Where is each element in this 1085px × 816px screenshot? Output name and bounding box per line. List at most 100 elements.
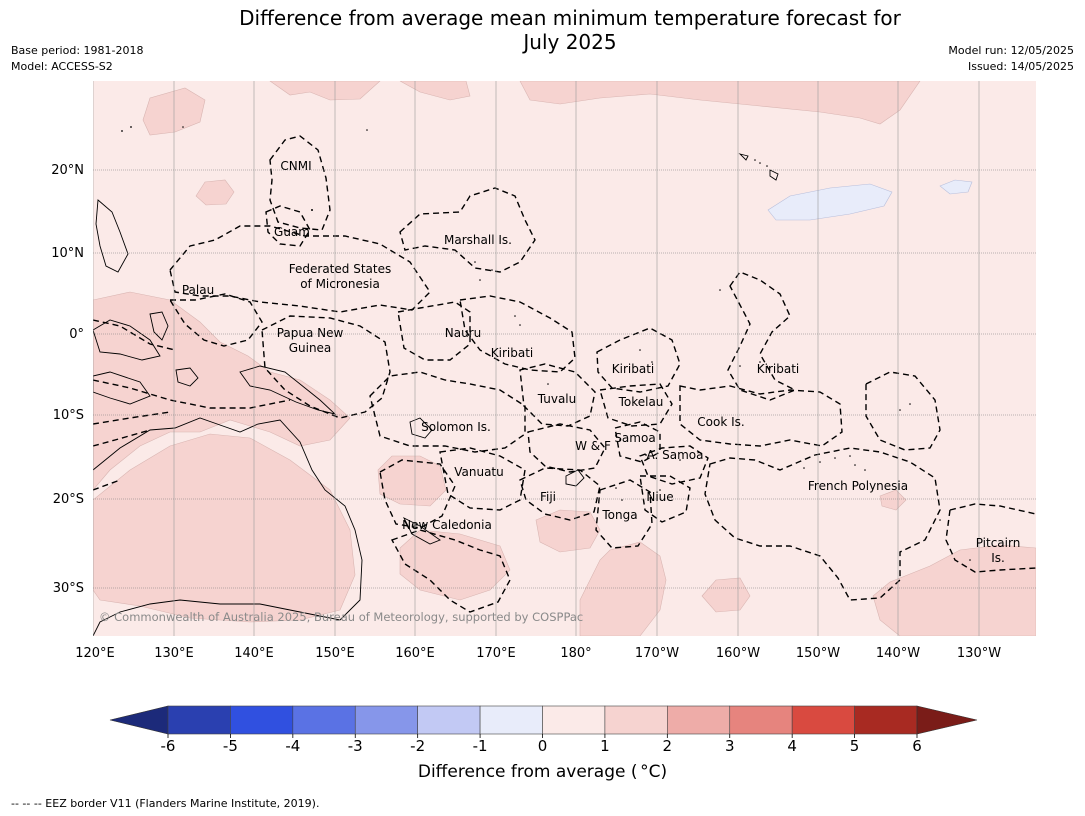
eez-border — [527, 423, 606, 473]
eez-border — [595, 479, 653, 549]
place-label: Samoa — [614, 431, 655, 445]
lon-label: 140°W — [876, 646, 920, 661]
colorbar-title-text: Difference from average ( — [417, 762, 638, 782]
lat-label: 20°S — [53, 492, 84, 507]
lat-label: 10°N — [51, 246, 84, 261]
lon-label: 160°W — [716, 646, 760, 661]
eez-border — [269, 135, 331, 231]
coastline — [95, 199, 129, 273]
anomaly-1-2-regions — [93, 81, 1036, 636]
lat-label: 20°N — [51, 163, 84, 178]
place-label: Tokelau — [618, 395, 664, 409]
place-label: Vanuatu — [454, 465, 504, 479]
eez-footnote: -- -- -- EEZ border V11 (Flanders Marine… — [11, 797, 320, 810]
eez-border — [169, 225, 431, 313]
place-label: Palau — [182, 283, 214, 297]
colorbar-tick-label: -1 — [473, 737, 488, 755]
colorbar-tick-label: 2 — [663, 737, 673, 755]
model-name: Model: ACCESS-S2 — [11, 60, 113, 73]
eez-border — [599, 383, 673, 427]
colorbar-segment — [542, 705, 606, 735]
issued-date: Issued: 14/05/2025 — [967, 60, 1074, 73]
coastline — [149, 311, 169, 341]
anomaly-patch — [269, 81, 381, 101]
lat-label: 30°S — [53, 581, 84, 596]
place-label: Tonga — [601, 508, 637, 522]
eez-border — [399, 187, 536, 273]
lon-label: 170°W — [635, 646, 679, 661]
eez-border — [439, 447, 526, 511]
colorbar-segment — [292, 705, 356, 735]
eez-border — [369, 371, 526, 453]
colorbar-segment — [417, 705, 481, 735]
place-label: W & F — [575, 439, 611, 453]
graticule — [93, 81, 1036, 636]
colorbar-tick-label: 4 — [787, 737, 797, 755]
anomaly-patch — [519, 81, 921, 125]
eez-border — [379, 459, 456, 529]
anomaly-patch — [872, 544, 1036, 636]
colorbar-segment — [604, 705, 668, 735]
anomaly-patch — [399, 81, 471, 101]
longitude-labels: 120°E 130°E 140°E 150°E 160°E 170°E 180° 170°W 1… — [75, 646, 1001, 661]
lon-label: 140°E — [234, 646, 274, 661]
colorbar-segment — [854, 705, 918, 735]
title-line-2: July 2025 — [523, 30, 617, 54]
coastline — [93, 319, 161, 361]
colorbar-segment — [479, 705, 543, 735]
place-label: Kiribati — [757, 362, 799, 376]
islands — [121, 126, 971, 561]
place-label: French Polynesia — [808, 479, 908, 493]
colorbar-segment — [791, 705, 855, 735]
lon-label: 150°E — [315, 646, 355, 661]
place-label: Niue — [646, 490, 673, 504]
colorbar-tick-label: 3 — [725, 737, 735, 755]
anomaly-patch — [579, 541, 667, 636]
place-label: of Micronesia — [300, 277, 380, 291]
lon-label: 150°W — [796, 646, 840, 661]
model-info: Base period: 1981-2018 Model: ACCESS-S2 — [11, 43, 143, 75]
colorbar-extend-low — [109, 705, 169, 735]
colorbar: -6 -5 -4 -3 -2 -1 0 1 2 3 4 5 6 — [109, 705, 978, 755]
colorbar-tick-label: 1 — [600, 737, 610, 755]
place-label: Is. — [991, 551, 1005, 565]
lat-label: 0° — [69, 327, 84, 342]
place-label: Marshall Is. — [444, 233, 512, 247]
model-run: Model run: 12/05/2025 — [948, 44, 1074, 57]
place-label: Kiribati — [612, 362, 654, 376]
lon-label: 180° — [560, 646, 591, 661]
eez-border — [519, 467, 601, 521]
place-label: Guinea — [289, 341, 332, 355]
colorbar-tick-label: -3 — [348, 737, 363, 755]
title-line-1: Difference from average mean minimum tem… — [239, 6, 901, 30]
eez-border — [679, 385, 843, 447]
eez-border — [865, 371, 941, 451]
colorbar-title: Difference from average ( °C) — [0, 762, 1085, 782]
place-label: Pitcairn — [976, 536, 1021, 550]
anomaly-patch — [93, 291, 351, 491]
colorbar-tick-label: -5 — [223, 737, 238, 755]
place-label: Papua New — [277, 326, 344, 340]
anomaly-patch — [939, 179, 973, 195]
anomaly-patch — [535, 509, 601, 553]
run-info: Model run: 12/05/2025 Issued: 14/05/2025 — [948, 43, 1074, 75]
colorbar-segment — [729, 705, 793, 735]
place-label: Kiribati — [491, 346, 533, 360]
anomaly-patch — [879, 489, 907, 511]
colorbar-tick-label: -4 — [285, 737, 300, 755]
eez-border — [945, 503, 1036, 573]
lon-label: 170°E — [476, 646, 516, 661]
anomaly-patch — [377, 455, 447, 507]
place-label: Federated States — [289, 262, 391, 276]
anomaly-neg-regions — [767, 179, 973, 221]
anomaly-patch — [195, 179, 235, 206]
latitude-labels: 20°N 10°N 0° 10°S 20°S 30°S — [51, 163, 84, 596]
eez-border — [261, 315, 391, 419]
place-label: Tuvalu — [537, 392, 577, 406]
place-label: Nauru — [445, 326, 481, 340]
eez-border — [168, 293, 263, 347]
eez-border — [397, 301, 471, 361]
eez-border — [93, 319, 291, 491]
place-label: A. Samoa — [647, 448, 704, 462]
colorbar-segment — [354, 705, 418, 735]
